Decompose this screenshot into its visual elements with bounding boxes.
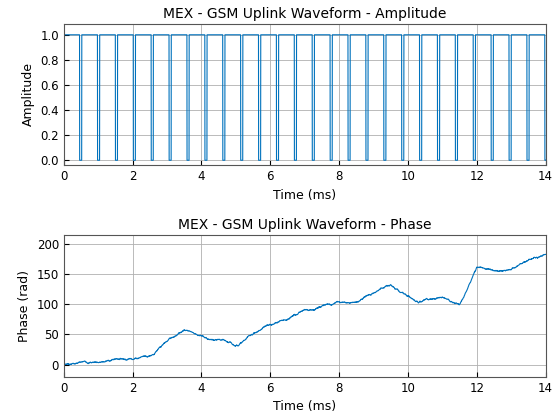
Title: MEX - GSM Uplink Waveform - Phase: MEX - GSM Uplink Waveform - Phase: [178, 218, 431, 232]
X-axis label: Time (ms): Time (ms): [273, 400, 336, 413]
Y-axis label: Phase (rad): Phase (rad): [18, 270, 31, 342]
X-axis label: Time (ms): Time (ms): [273, 189, 336, 202]
Title: MEX - GSM Uplink Waveform - Amplitude: MEX - GSM Uplink Waveform - Amplitude: [163, 7, 446, 21]
Y-axis label: Amplitude: Amplitude: [22, 63, 35, 126]
